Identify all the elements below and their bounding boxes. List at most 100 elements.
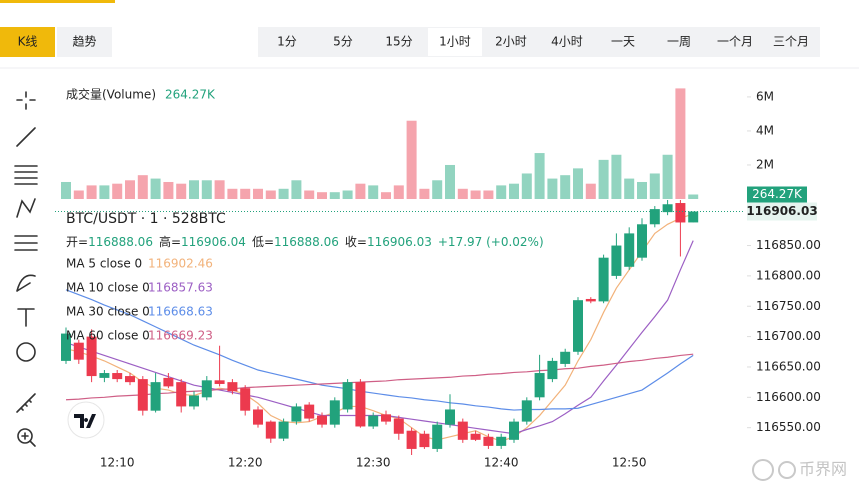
volume-bar [189,180,199,199]
last-volume-label: 264.27K [752,187,803,201]
ma-legend-value: 116857.63 [148,281,213,295]
candle-body [329,400,340,425]
ma-legend-name: MA 5 close 0 [66,257,142,271]
volume-bar [291,180,302,199]
tab[interactable] [57,27,112,57]
candle-body [457,421,468,440]
volume-bar [560,175,571,199]
candle-body [509,421,519,440]
volume-bar [73,190,84,199]
candle-body [265,421,276,439]
volume-bar [598,159,609,199]
volume-bar [534,153,545,199]
price-tick-label: 116550.00 [756,420,821,434]
interval-label[interactable]: 三个月 [773,35,809,49]
ma-legend-name: MA 60 close 0 [66,329,150,343]
volume-bar [227,188,238,199]
candle-body [368,415,379,427]
volume-value: 264.27K [165,88,216,102]
zoom-tool[interactable] [17,428,33,444]
last-price-label: 116906.03 [746,204,817,218]
tab-label[interactable]: 趋势 [72,35,96,49]
text-tool[interactable] [17,308,35,327]
emoji-tool[interactable] [16,342,36,362]
crosshair-tool[interactable] [16,91,36,110]
price-tick-label: 116600.00 [756,390,821,404]
ohlc-value: 116906.04 [181,235,246,249]
volume-tick-label: 4M [756,123,774,137]
candle-body [624,233,635,267]
volume-bar [649,173,660,199]
volume-bar [329,192,340,199]
volume-bar [393,185,404,199]
volume-bar [304,190,315,199]
tab-label[interactable]: K线 [18,35,38,49]
top-accent [0,0,115,3]
toolbar [14,91,38,447]
candle-body [445,409,455,425]
volume-bar [406,120,417,199]
ohlc-label: 高= [159,234,181,249]
volume-bar [432,180,443,199]
ma-legend-value: 116669.23 [148,329,213,343]
fib-tool[interactable] [14,235,38,251]
ohlc-change: +17.97 (+0.02%) [438,235,544,249]
candle-body [611,245,622,276]
volume-bar [265,190,276,199]
candle-body [355,382,366,427]
volume-bar [99,185,110,199]
chart-title: BTC/USDT · 1 · 528BTC [66,211,226,227]
volume-bar [61,181,71,199]
interval-label[interactable]: 一周 [667,35,691,49]
tab[interactable] [0,27,55,57]
line-tool[interactable] [16,127,36,147]
interval-label[interactable]: 一个月 [717,35,753,49]
volume-bar [547,178,558,199]
pattern-tool[interactable] [16,198,36,218]
price-tick-label: 116700.00 [756,329,821,343]
candle-body [253,409,263,425]
candle-body [534,373,545,398]
interval-label[interactable]: 1小时 [439,35,471,49]
ma-line [65,353,694,401]
volume-bar [585,183,596,199]
interval-label[interactable]: 一天 [611,35,635,49]
ohlc-label: 收= [345,235,367,249]
last-price-badge [747,202,817,221]
volume-bar [521,173,532,199]
interval-selected[interactable] [428,28,482,56]
candle-body [483,436,494,446]
interval-label[interactable]: 15分 [385,35,412,49]
interval-label[interactable]: 5分 [333,35,353,49]
candle-body [240,388,251,411]
volume-bar [253,188,263,199]
volume-bar [368,185,379,199]
volume-bar [509,183,519,199]
volume-bar [278,188,289,199]
candle-body [585,298,596,302]
volume-bar [662,154,673,199]
price-tick-label: 116650.00 [756,359,821,373]
candle-body [560,351,571,364]
price-tick-label: 116850.00 [756,238,821,252]
candle-body [393,418,404,434]
candle-body [61,333,71,361]
volume-bar [137,175,148,199]
channel-tool[interactable] [14,165,38,185]
candle-body [163,377,174,387]
interval-label[interactable]: 2小时 [495,35,527,49]
ohlc-legend: 开=116888.06 高=116906.04 低=116888.06 收=11690… [66,234,544,249]
brush-tool[interactable] [16,274,36,292]
ruler-tool[interactable] [16,393,36,413]
candle-body [125,376,135,383]
interval-label[interactable]: 1分 [277,35,297,49]
volume-bar [150,178,161,199]
candle-body [432,424,443,449]
volume-bar [163,181,174,199]
candle-body [189,395,199,407]
ma-legend-value: 116668.63 [148,305,213,319]
volume-bar [176,183,187,199]
ma-line [65,240,694,435]
interval-label[interactable]: 4小时 [551,35,583,49]
